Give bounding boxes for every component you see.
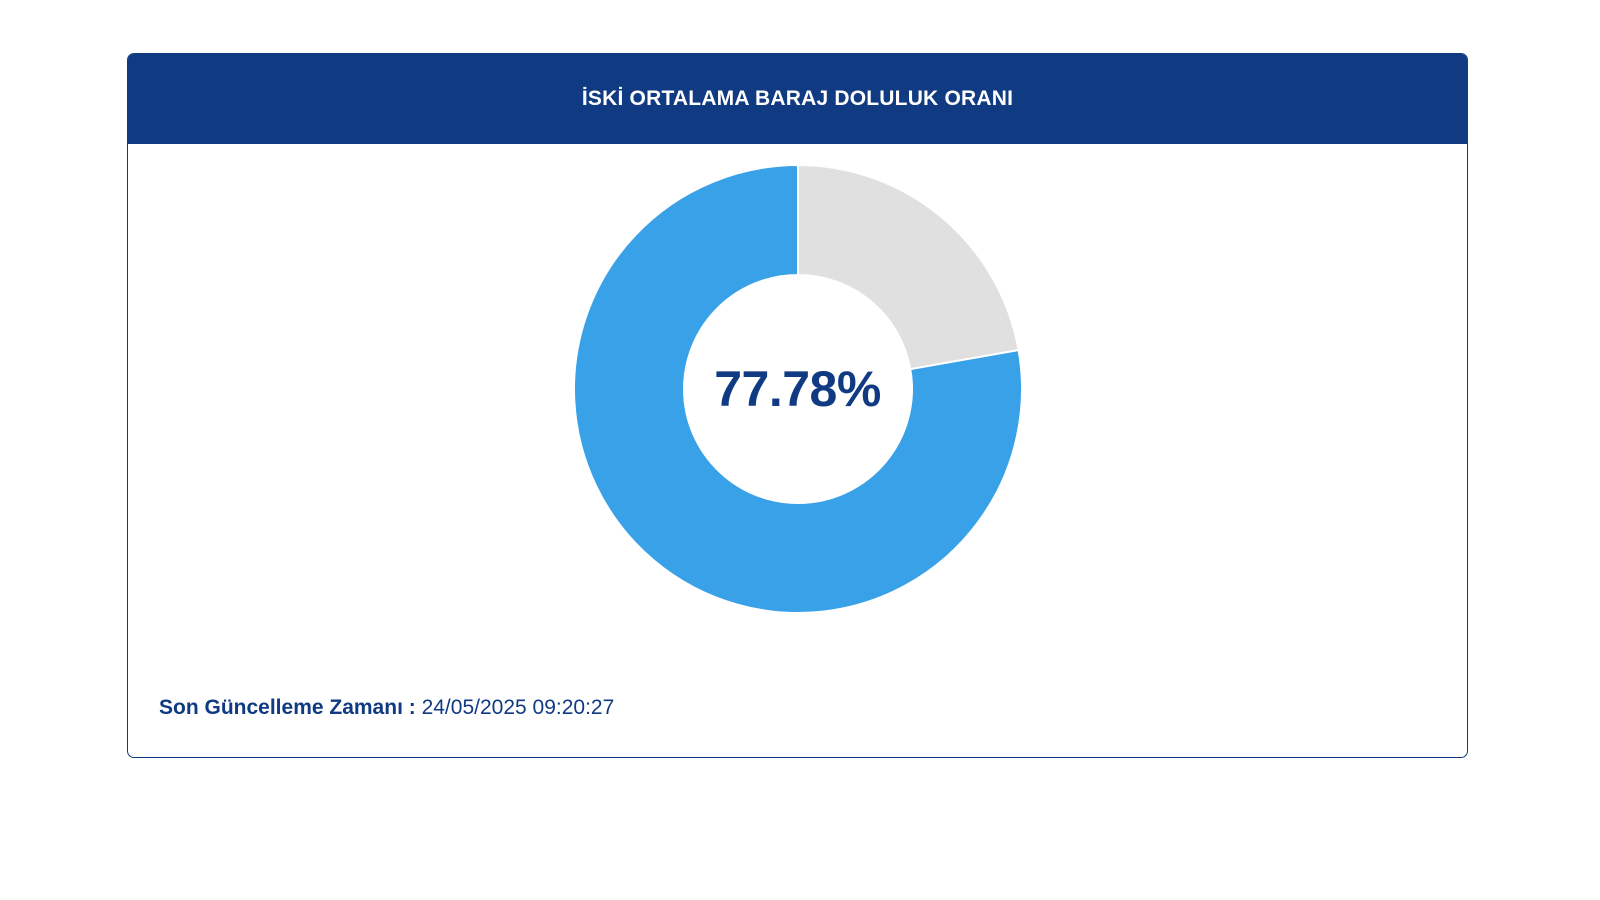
last-update-line: Son Güncelleme Zamanı : 24/05/2025 09:20… (159, 696, 614, 720)
last-update-value: 24/05/2025 09:20:27 (421, 696, 615, 719)
donut-slice-filled (573, 163, 1023, 614)
card-title: İSKİ ORTALAMA BARAJ DOLULUK ORANI (581, 87, 1014, 110)
donut-slice-empty (797, 163, 1020, 371)
donut-chart: 77.78% (128, 144, 1467, 664)
card-header: İSKİ ORTALAMA BARAJ DOLULUK ORANI (128, 54, 1467, 144)
dam-occupancy-card: İSKİ ORTALAMA BARAJ DOLULUK ORANI 77.78%… (127, 53, 1468, 758)
donut-chart-svg (573, 163, 1023, 614)
last-update-label: Son Güncelleme Zamanı : (159, 696, 416, 719)
center-percentage-label: 77.78% (714, 361, 881, 417)
